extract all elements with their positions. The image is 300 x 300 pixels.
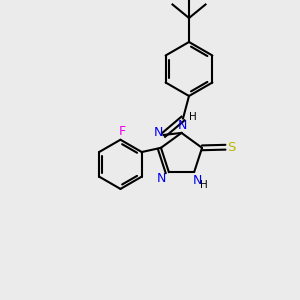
Text: N: N	[177, 119, 187, 132]
Text: S: S	[227, 141, 236, 154]
Text: F: F	[118, 125, 125, 138]
Text: N: N	[153, 126, 163, 139]
Text: H: H	[189, 112, 196, 122]
Text: H: H	[200, 181, 208, 190]
Text: N: N	[157, 172, 166, 185]
Text: N: N	[193, 175, 202, 188]
